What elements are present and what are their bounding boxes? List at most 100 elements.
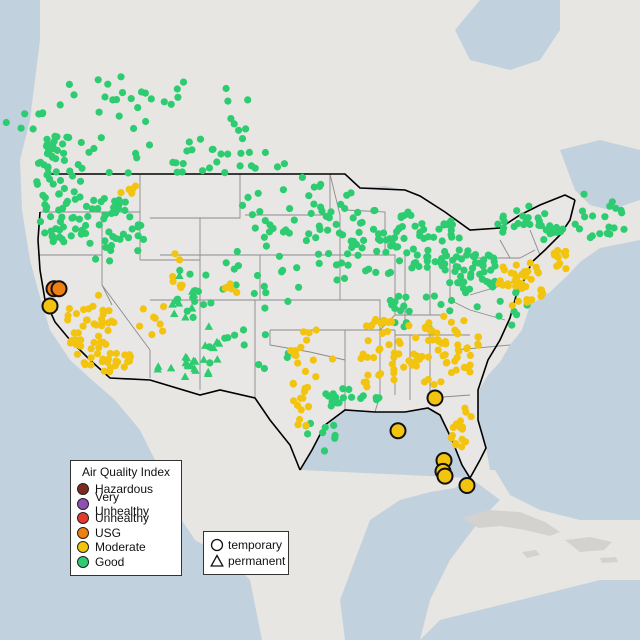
permanent-site [170, 309, 179, 317]
good-site [467, 270, 475, 278]
moderate-site [73, 350, 82, 358]
good-site [620, 225, 628, 233]
legend-swatch-hazardous [77, 483, 89, 496]
good-site [101, 237, 109, 245]
good-site [41, 229, 49, 237]
good-site [307, 209, 315, 218]
good-site [260, 364, 268, 373]
good-site [41, 194, 49, 202]
moderate-site [169, 277, 177, 285]
good-site [51, 234, 59, 243]
good-site [571, 220, 579, 228]
good-site [101, 93, 109, 101]
good-site [606, 202, 614, 210]
moderate-site [408, 361, 416, 369]
moderate-site [104, 326, 112, 335]
moderate-site [126, 353, 134, 361]
good-site [117, 73, 125, 81]
good-site [199, 301, 208, 309]
good-site [447, 296, 456, 305]
permanent-site [175, 271, 184, 279]
good-site [244, 193, 252, 201]
good-site [325, 250, 333, 258]
moderate-site [512, 261, 520, 269]
good-site [70, 91, 78, 99]
good-site [295, 283, 303, 291]
good-site [394, 243, 402, 251]
good-site [468, 264, 477, 272]
good-site [92, 255, 100, 263]
legend-label-very-unhealthy: Very Unhealthy [95, 489, 150, 518]
good-site [71, 225, 80, 233]
good-site [403, 249, 411, 257]
good-site [266, 221, 274, 229]
good-site [339, 385, 347, 393]
good-site [221, 169, 229, 177]
good-site [115, 201, 123, 209]
good-site [373, 247, 381, 255]
good-site [260, 233, 268, 241]
good-site [245, 148, 253, 156]
good-site [260, 282, 268, 290]
moderate-site [514, 297, 523, 305]
good-site [62, 199, 70, 207]
moderate-site [452, 366, 460, 374]
moderate-site [87, 345, 95, 353]
good-site [437, 300, 445, 309]
permanent-site [166, 363, 176, 372]
good-site [325, 214, 333, 222]
moderate-site [294, 421, 302, 429]
good-site [176, 266, 184, 274]
good-site [40, 161, 48, 169]
good-site [519, 212, 527, 220]
good-site [179, 78, 188, 86]
good-site [44, 140, 53, 149]
legend-item-good: Good [77, 555, 175, 570]
moderate-site [430, 381, 438, 389]
moderate-site [518, 283, 526, 292]
good-site [409, 245, 417, 253]
good-site [174, 93, 182, 101]
moderate-site [368, 322, 376, 330]
good-site [499, 214, 507, 222]
good-site [134, 104, 142, 112]
good-site [316, 182, 324, 191]
moderate-site [385, 341, 393, 349]
moderate-site [289, 380, 297, 388]
legend-swatch-good [77, 555, 89, 568]
legend-item-hazardous: Hazardous [77, 482, 175, 497]
good-site [227, 115, 235, 123]
good-site [424, 233, 432, 241]
good-site [130, 124, 138, 133]
good-site [601, 213, 609, 221]
good-site [489, 283, 497, 291]
moderate-site [456, 417, 465, 425]
circle-icon [210, 538, 224, 552]
moderate-site [87, 361, 95, 369]
moderate-site [305, 329, 313, 337]
good-site [235, 126, 243, 134]
good-site [56, 101, 64, 109]
good-site [231, 331, 239, 339]
moderate-site [456, 423, 464, 431]
moderate-site [514, 279, 522, 287]
good-site [94, 76, 102, 84]
legend-item-temporary: temporary [210, 537, 282, 553]
moderate-site [233, 288, 241, 296]
moderate-site [412, 334, 420, 342]
good-site [222, 259, 230, 267]
permanent-site [213, 355, 222, 363]
good-site [169, 158, 177, 166]
moderate-site [77, 336, 85, 344]
aqi-legend-title: Air Quality Index [81, 465, 171, 479]
good-site [261, 331, 269, 339]
good-site [104, 80, 112, 88]
caribbean-sea [420, 580, 640, 640]
good-site [460, 278, 468, 286]
good-site [238, 135, 247, 143]
moderate-site [534, 268, 542, 276]
good-site [230, 120, 238, 128]
good-site [412, 259, 420, 267]
good-site [206, 359, 214, 367]
good-site [465, 285, 474, 293]
